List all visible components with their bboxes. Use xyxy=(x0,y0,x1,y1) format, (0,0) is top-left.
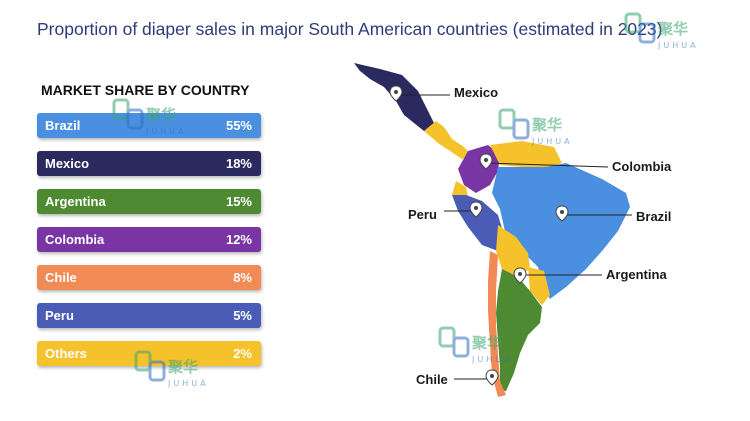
watermark-brand-en: JUHUA xyxy=(471,355,513,364)
bar-mexico: Mexico 18% xyxy=(37,151,261,176)
bar-peru: Peru 5% xyxy=(37,303,261,328)
bar-colombia: Colombia 12% xyxy=(37,227,261,252)
bar-label: Colombia xyxy=(45,232,105,247)
map-svg xyxy=(354,63,632,397)
map-pin-icon xyxy=(485,369,499,386)
juhua-logo-watermark: 聚华 JUHUA xyxy=(498,108,573,146)
map-region-argentina xyxy=(496,269,542,391)
bar-value-label: 15% xyxy=(225,194,252,209)
map-pin-icon xyxy=(469,201,483,218)
map-pin-icon xyxy=(389,85,403,102)
callout-label-brazil: Brazil xyxy=(636,209,672,224)
juhua-logo-watermark: 聚华 JUHUA xyxy=(438,326,513,364)
bar-label: Chile xyxy=(45,270,77,285)
bar-label: Mexico xyxy=(45,156,90,171)
map-region-bolivia xyxy=(496,225,530,277)
bar-value-label: 2% xyxy=(233,346,252,361)
south-america-map: Mexico Colombia Peru Brazil Argentina Ch… xyxy=(340,55,720,405)
bar-label: Peru xyxy=(45,308,74,323)
map-pin-icon xyxy=(479,153,493,170)
watermark-brand-cn: 聚华 xyxy=(471,334,502,352)
watermark-brand-en: JUHUA xyxy=(657,41,699,50)
map-region-chile xyxy=(488,251,506,397)
watermark-brand-en: JUHUA xyxy=(167,379,209,388)
bar-value-label: 5% xyxy=(233,308,252,323)
bar-label: Others xyxy=(45,346,87,361)
map-pin-icon xyxy=(513,267,527,284)
bar-value-label: 55% xyxy=(225,118,252,133)
map-pin-icon xyxy=(555,205,569,222)
callout-label-argentina: Argentina xyxy=(606,267,667,282)
juhua-logo-watermark: 聚华 JUHUA xyxy=(134,350,209,388)
watermark-brand-en: JUHUA xyxy=(145,127,187,136)
callout-label-chile: Chile xyxy=(416,372,448,387)
chart-title: Proportion of diaper sales in major Sout… xyxy=(37,19,663,39)
callout-label-mexico: Mexico xyxy=(454,85,499,100)
callout-label-colombia: Colombia xyxy=(612,159,672,174)
market-share-heading: MARKET SHARE BY COUNTRY xyxy=(41,82,250,98)
bar-brazil: Brazil 55% xyxy=(37,113,261,138)
map-region-peru xyxy=(452,195,504,251)
map-region-venezuela xyxy=(490,141,562,169)
juhua-logo-watermark: 聚华 JUHUA xyxy=(112,98,187,136)
watermark-brand-en: JUHUA xyxy=(531,137,573,146)
callout-label-peru: Peru xyxy=(408,207,437,222)
bar-value-label: 12% xyxy=(225,232,252,247)
bar-chile: Chile 8% xyxy=(37,265,261,290)
bar-value-label: 8% xyxy=(233,270,252,285)
watermark-brand-cn: 聚华 xyxy=(531,116,562,134)
watermark-brand-cn: 聚华 xyxy=(167,358,198,376)
callout-line-colombia xyxy=(485,162,609,168)
bar-value-label: 18% xyxy=(225,156,252,171)
bar-label: Brazil xyxy=(45,118,81,133)
map-region-central-america xyxy=(424,121,472,159)
bar-argentina: Argentina 15% xyxy=(37,189,261,214)
juhua-logo-watermark: 聚华 JUHUA xyxy=(624,12,699,50)
map-region-paraguay xyxy=(528,267,550,305)
map-region-brazil xyxy=(492,163,630,299)
watermark-brand-cn: 聚华 xyxy=(657,20,688,38)
watermark-brand-cn: 聚华 xyxy=(145,106,176,124)
bar-label: Argentina xyxy=(45,194,106,209)
